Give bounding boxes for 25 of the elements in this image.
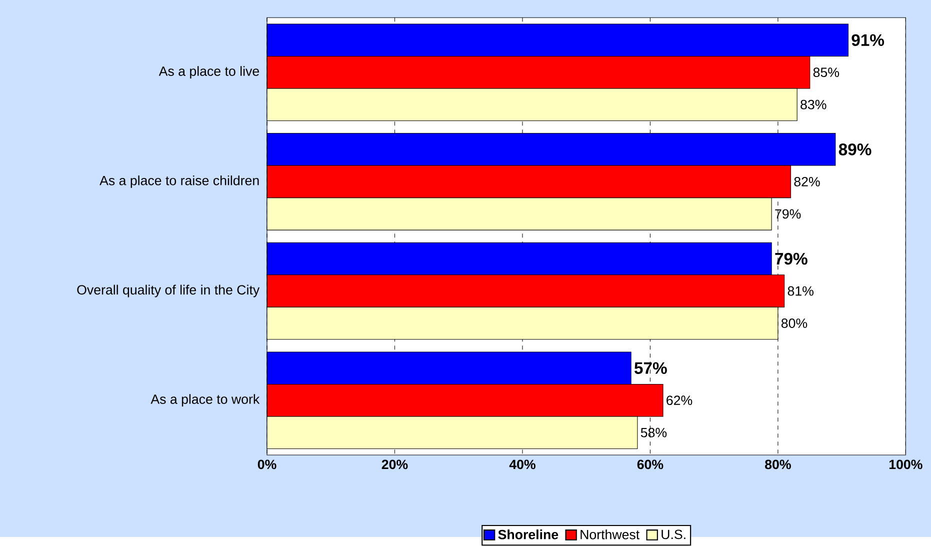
data-label: 83% [800, 100, 826, 110]
x-tick-label: 20% [382, 460, 408, 470]
y-tick-label: As a place to live [158, 66, 260, 79]
legend-label: Northwest [580, 530, 640, 540]
y-tick-label: As a place to work [150, 394, 260, 407]
legend-label: Shoreline [498, 530, 558, 540]
x-tick-label: 0% [258, 460, 276, 470]
data-label: 79% [775, 209, 801, 219]
y-tick-label: Overall quality of life in the City [77, 284, 260, 298]
data-label: 62% [666, 396, 692, 406]
data-label: 58% [640, 428, 667, 438]
data-label: 81% [788, 286, 814, 296]
x-tick-label: 60% [637, 460, 664, 470]
data-label: 82% [794, 177, 820, 187]
data-label: 57% [634, 362, 667, 374]
legend-label: U.S. [662, 530, 686, 540]
data-label: 85% [813, 68, 840, 78]
x-tick-label: 40% [509, 460, 536, 470]
data-label: 79% [775, 253, 808, 265]
x-tick-label: 100% [889, 460, 922, 470]
y-tick-label: As a place to raise children [100, 176, 259, 188]
x-tick-label: 80% [765, 460, 791, 470]
data-label: 91% [852, 34, 884, 46]
data-label: 80% [781, 318, 808, 328]
data-label: 89% [838, 144, 872, 156]
